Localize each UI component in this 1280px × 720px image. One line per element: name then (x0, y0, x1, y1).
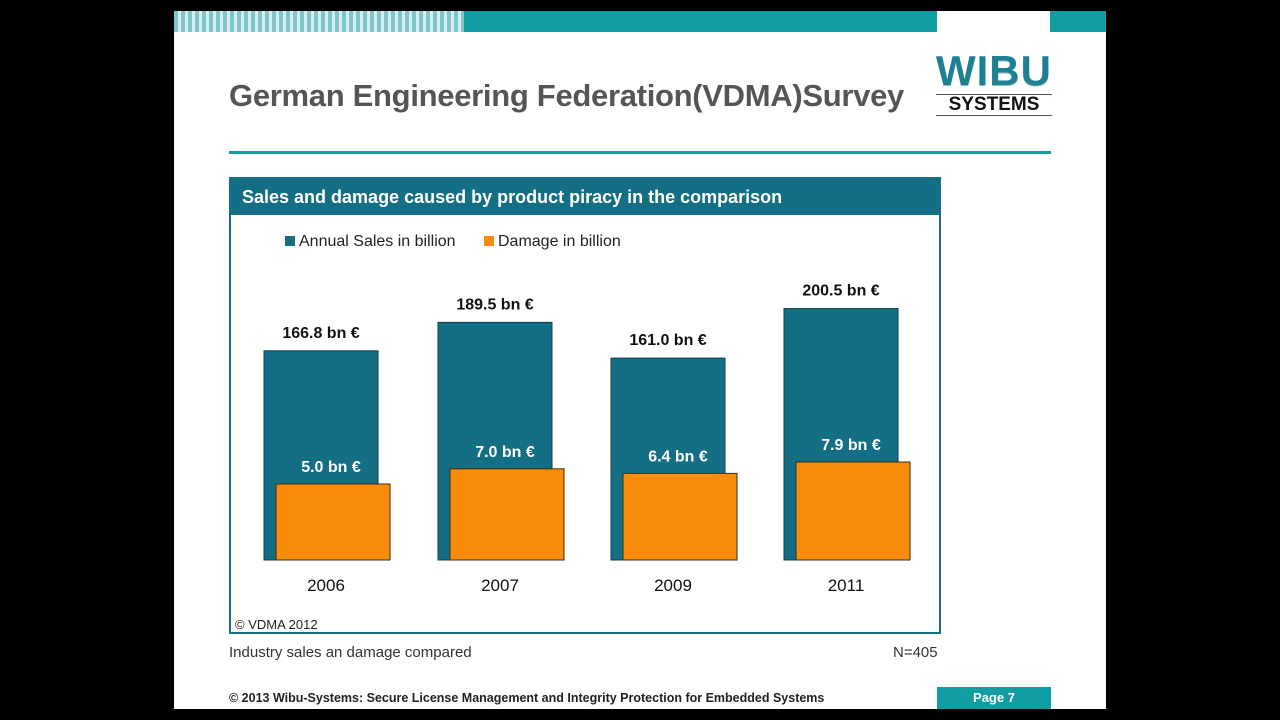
slide: German Engineering Federation(VDMA)Surve… (174, 11, 1106, 709)
sales-value-label-2011: 200.5 bn € (802, 283, 879, 300)
banner-stripes (174, 11, 464, 32)
chart-copyright: © VDMA 2012 (235, 617, 318, 632)
sales-value-label-2006: 166.8 bn € (282, 325, 359, 342)
legend-label-sales: Annual Sales in billion (299, 233, 456, 250)
bar-chart: Annual Sales in billion Damage in billion… (235, 233, 911, 632)
legend-swatch-sales (285, 236, 295, 246)
banner-bar (464, 11, 937, 32)
legend-swatch-damage (484, 236, 494, 246)
damage-bar-2006 (275, 483, 391, 561)
damage-value-label-2011: 7.9 bn € (821, 437, 881, 454)
x-tick-label-2007: 2007 (481, 576, 519, 595)
logo-wibu-text: WIBU (936, 47, 1052, 94)
x-tick-label-2009: 2009 (654, 576, 692, 595)
damage-bar-2011 (795, 461, 911, 561)
chart-panel: Sales and damage caused by product pirac… (229, 177, 941, 634)
damage-value-label-2007: 7.0 bn € (475, 444, 535, 461)
x-tick-label-2011: 2011 (828, 576, 865, 595)
slide-title: German Engineering Federation(VDMA)Surve… (229, 78, 904, 113)
sample-size: N=405 (893, 644, 938, 661)
wibu-logo: WIBU SYSTEMS (936, 47, 1052, 116)
banner-bar-right (1050, 11, 1106, 32)
chart-title: Sales and damage caused by product pirac… (231, 179, 939, 215)
damage-value-label-2009: 6.4 bn € (648, 448, 708, 465)
sales-value-label-2009: 161.0 bn € (629, 332, 706, 349)
damage-bar-2009 (622, 472, 738, 561)
damage-bar-2007 (449, 468, 565, 561)
x-tick-label-2006: 2006 (307, 576, 345, 595)
footer-copyright: © 2013 Wibu-Systems: Secure License Mana… (229, 691, 825, 705)
chart-caption: Industry sales an damage compared (229, 644, 472, 661)
damage-value-label-2006: 5.0 bn € (301, 459, 361, 476)
logo-systems-text: SYSTEMS (936, 94, 1052, 116)
legend-label-damage: Damage in billion (498, 233, 621, 250)
sales-value-label-2007: 189.5 bn € (456, 296, 533, 313)
title-divider (229, 151, 1051, 154)
page-number: Page 7 (937, 687, 1051, 709)
top-banner (174, 11, 1106, 32)
